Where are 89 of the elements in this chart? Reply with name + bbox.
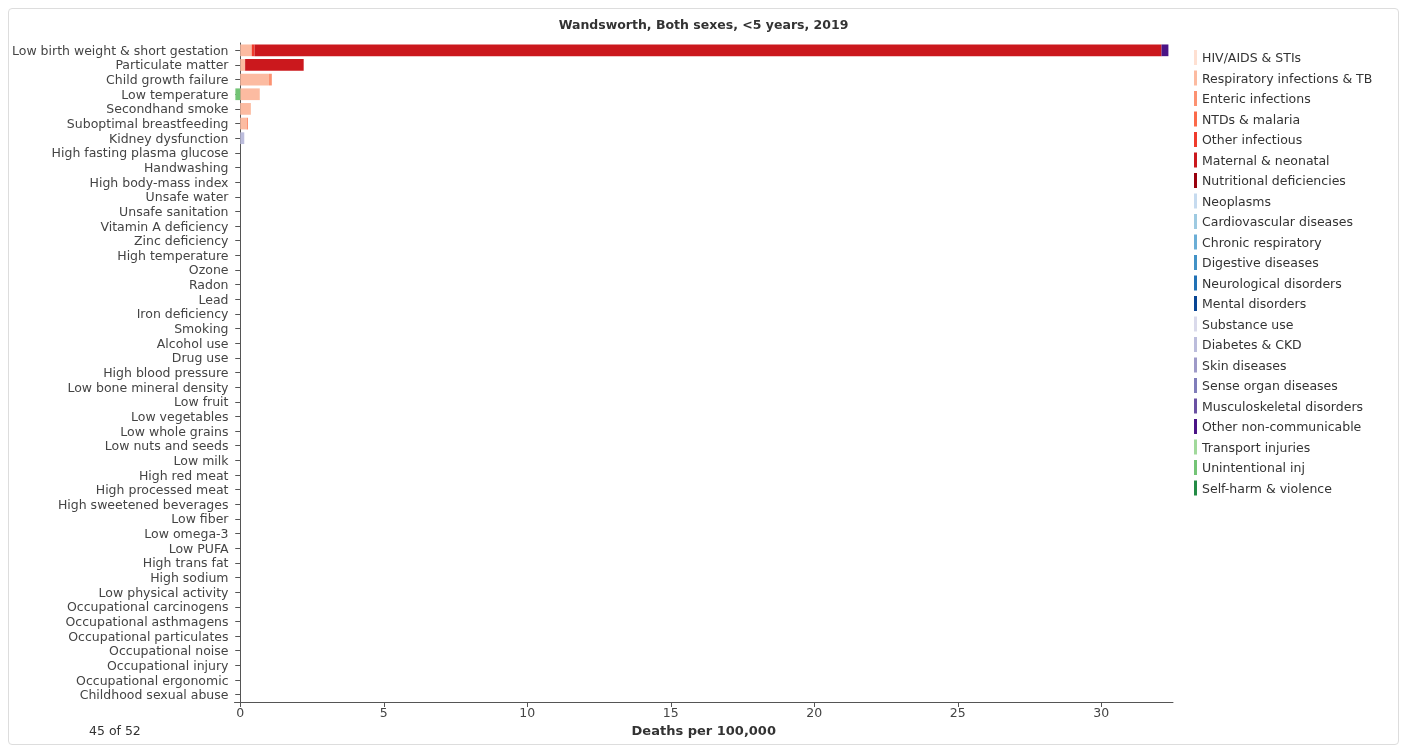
legend-label: HIV/AIDS & STIs [1202, 50, 1302, 65]
y-tick-label: Childhood sexual abuse [79, 687, 229, 703]
y-tick-label: Occupational carcinogens [66, 599, 229, 615]
y-tick-label: Low birth weight & short gestation [11, 42, 229, 58]
y-tick-label: Low physical activity [98, 584, 230, 600]
x-tick-label: 10 [519, 705, 536, 720]
y-tick-label: High temperature [117, 247, 229, 263]
y-tick-label: Occupational particulates [68, 628, 229, 644]
y-tick-label: Radon [188, 277, 229, 293]
legend-label: Musculoskeletal disorders [1202, 398, 1364, 414]
legend-label: Sense organ diseases [1202, 378, 1338, 393]
bar [245, 59, 304, 71]
legend-label: Neoplasms [1202, 193, 1271, 209]
legend-label: Mental disorders [1202, 296, 1307, 311]
y-tick-label: Low fiber [171, 511, 230, 527]
bar [240, 88, 260, 101]
legend-label: Cardiovascular diseases [1202, 214, 1353, 229]
legend-label: Respiratory infections & TB [1202, 70, 1373, 86]
y-tick-label: Low omega-3 [144, 526, 229, 542]
y-tick-label: High sweetened beverages [57, 496, 229, 512]
bar [254, 44, 1162, 57]
y-tick-label: Secondhand smoke [106, 101, 229, 117]
y-tick-label: High trans fat [142, 555, 229, 571]
bar [240, 103, 251, 115]
y-tick-label: Lead [198, 291, 229, 307]
bar [240, 73, 269, 86]
legend-label: Diabetes & CKD [1202, 337, 1302, 352]
bar [240, 117, 247, 130]
x-tick-label: 25 [949, 705, 966, 720]
legend-label: Self-harm & violence [1202, 480, 1333, 496]
y-tick-label: Low temperature [121, 86, 229, 102]
y-tick-label: High red meat [138, 467, 229, 483]
x-tick-label: 20 [806, 705, 823, 720]
bar [240, 59, 246, 71]
y-tick-label: Unsafe sanitation [119, 203, 229, 219]
y-tick-label: Unsafe water [145, 189, 230, 205]
y-tick-label: High blood pressure [103, 365, 229, 380]
y-tick-label: Particulate matter [115, 57, 230, 73]
y-tick-label: Low vegetables [131, 408, 229, 424]
y-tick-label: Low milk [173, 452, 230, 468]
legend-label: Transport injuries [1201, 439, 1311, 455]
y-tick-label: Kidney dysfunction [109, 130, 229, 146]
x-tick-label: 30 [1093, 705, 1110, 720]
bar [240, 132, 245, 145]
y-tick-label: Occupational injury [107, 657, 230, 673]
bar [240, 44, 252, 57]
legend-label: Neurological disorders [1202, 275, 1342, 291]
y-tick-label: Handwashing [143, 159, 229, 175]
chart-title: Wandsworth, Both sexes, <5 years, 2019 [558, 17, 849, 32]
legend-label: Other infectious [1202, 132, 1303, 147]
y-tick-label: Occupational ergonomic [76, 672, 229, 688]
bar [268, 73, 272, 86]
legend-label: Nutritional deficiencies [1202, 173, 1346, 188]
y-tick-label: Low PUFA [168, 540, 229, 556]
legend-label: Unintentional inj [1202, 460, 1305, 475]
y-tick-label: Suboptimal breastfeeding [66, 116, 229, 132]
y-tick-label: Drug use [171, 350, 229, 366]
y-tick-label: Occupational asthmagens [65, 613, 229, 629]
y-tick-label: Ozone [188, 262, 229, 278]
y-tick-label: Alcohol use [156, 335, 229, 351]
y-tick-label: High fasting plasma glucose [51, 145, 229, 161]
y-tick-label: Zinc deficiency [133, 233, 230, 249]
y-tick-label: Iron deficiency [136, 306, 230, 322]
y-tick-label: Vitamin A deficiency [100, 218, 230, 234]
legend-label: Skin diseases [1202, 357, 1287, 373]
y-tick-label: High sodium [150, 570, 229, 586]
y-tick-label: High processed meat [95, 482, 229, 498]
y-tick-label: Low nuts and seeds [104, 438, 229, 454]
y-tick-label: Child growth failure [106, 72, 229, 88]
legend-label: Maternal & neonatal [1202, 152, 1330, 168]
y-tick-label: Occupational noise [109, 643, 229, 659]
y-tick-label: Low bone mineral density [67, 379, 230, 395]
legend-label: Other non-communicable [1202, 419, 1362, 434]
bar [251, 44, 255, 57]
y-tick-label: Low whole grains [120, 423, 229, 439]
legend-label: Digestive diseases [1202, 255, 1319, 270]
x-tick-label: 15 [662, 705, 679, 720]
x-axis-title: Deaths per 100,000 [631, 723, 776, 738]
bar [235, 88, 241, 101]
legend-label: Enteric infections [1202, 91, 1311, 106]
legend-label: Substance use [1202, 316, 1294, 332]
x-tick-label: 5 [379, 705, 388, 720]
text: 45 of 52 [89, 723, 141, 738]
x-tick-label: 0 [236, 705, 245, 720]
y-tick-label: Low fruit [174, 394, 229, 410]
y-tick-label: Smoking [174, 321, 229, 337]
legend-label: NTDs & malaria [1202, 111, 1301, 127]
legend-label: Chronic respiratory [1202, 234, 1323, 250]
y-tick-label: High body-mass index [89, 174, 229, 190]
